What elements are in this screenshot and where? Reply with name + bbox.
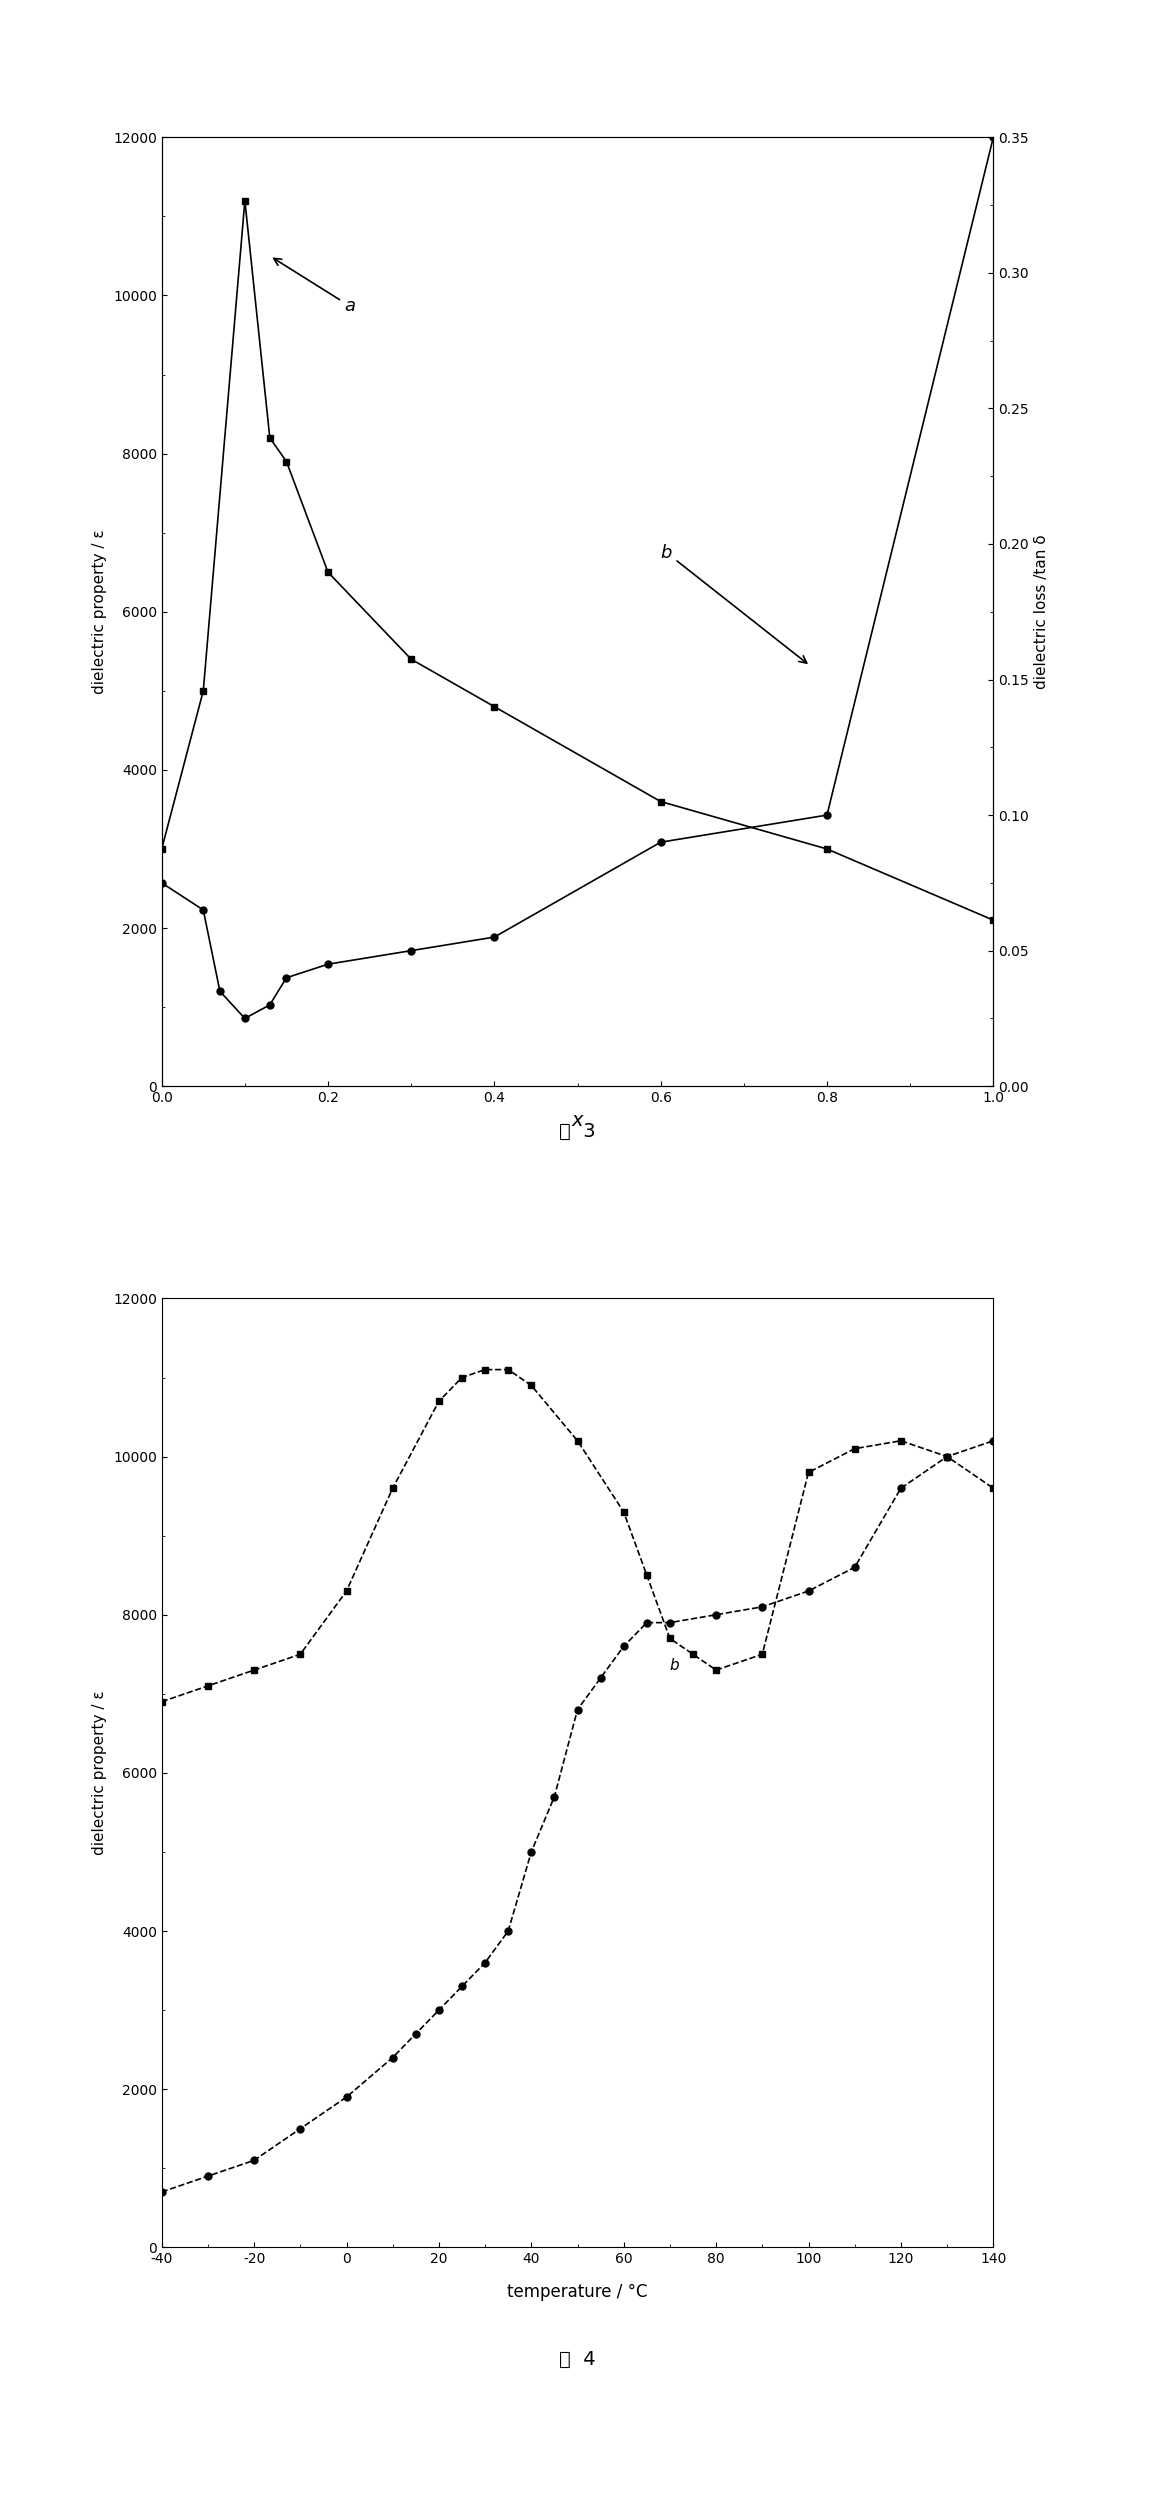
Y-axis label: dielectric property / ε: dielectric property / ε	[92, 529, 107, 694]
Text: 图  3: 图 3	[559, 1121, 596, 1141]
Text: b: b	[661, 544, 806, 664]
Y-axis label: dielectric loss /tan δ: dielectric loss /tan δ	[1035, 534, 1050, 689]
Text: temperature / °C: temperature / °C	[507, 2282, 648, 2302]
Text: b: b	[670, 1658, 679, 1673]
Y-axis label: dielectric property / ε: dielectric property / ε	[92, 1690, 107, 1855]
Text: a: a	[274, 257, 356, 315]
X-axis label: x: x	[572, 1111, 583, 1129]
Text: 图  4: 图 4	[559, 2350, 596, 2370]
